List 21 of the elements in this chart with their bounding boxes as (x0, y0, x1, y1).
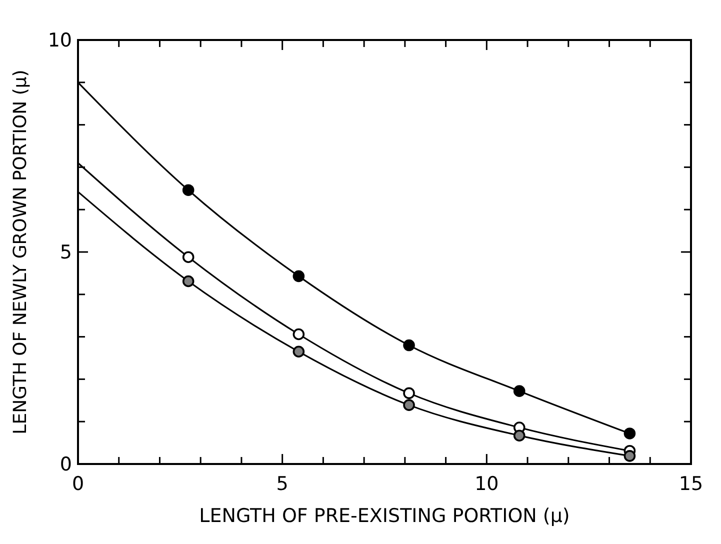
point (513, 430, 526, 442)
y-tick-label: 5 (60, 242, 72, 264)
point (292, 346, 305, 358)
y-axis-title: LENGTH OF NEWLY GROWN PORTION (μ) (10, 70, 31, 434)
point (182, 251, 194, 263)
point (403, 399, 415, 411)
point (403, 339, 415, 352)
x-tick-label: 5 (276, 473, 288, 495)
point (182, 184, 194, 196)
point (182, 275, 194, 288)
x-axis-title: LENGTH OF PRE-EXISTING PORTION (μ) (199, 505, 570, 527)
x-tick-label: 10 (474, 473, 499, 495)
point (624, 450, 636, 462)
point (292, 270, 305, 282)
point (513, 385, 526, 397)
y-tick-label: 0 (60, 454, 72, 476)
y-tick-label: 10 (48, 30, 72, 52)
x-tick-label: 15 (678, 473, 704, 495)
point (624, 428, 636, 440)
point (403, 387, 415, 400)
point (292, 328, 305, 340)
